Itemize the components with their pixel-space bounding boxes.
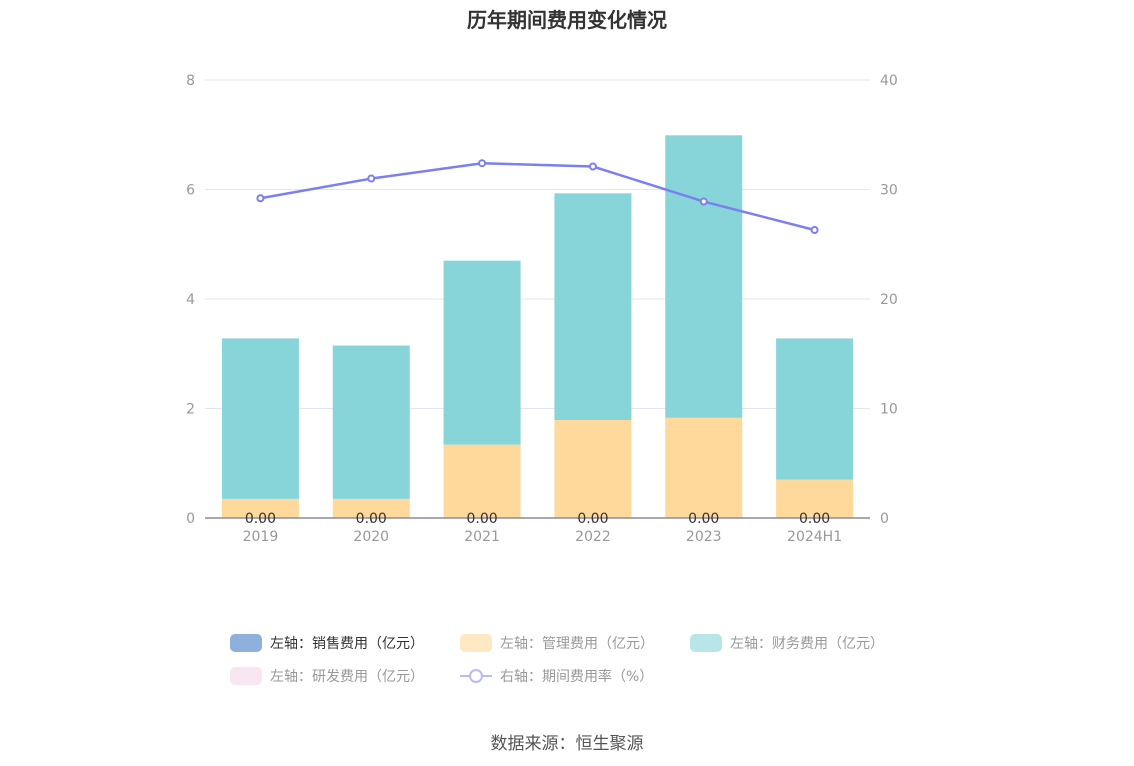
x-tick-label: 2021	[464, 529, 500, 545]
legend-swatch-icon	[230, 634, 262, 652]
bars	[221, 135, 854, 518]
legend-swatch-icon	[460, 634, 492, 652]
rate-point	[810, 226, 819, 235]
legend-label: 左轴：销售费用（亿元）	[270, 636, 424, 652]
data-label: 0.00	[245, 511, 276, 527]
legend-label: 右轴：期间费用率（%）	[500, 668, 653, 685]
rate-point	[699, 197, 708, 206]
x-tick-label: 2019	[243, 529, 279, 545]
legend-swatch-icon	[230, 667, 262, 685]
rate-line-path	[260, 161, 815, 232]
data-label: 0.00	[466, 511, 497, 527]
data-label: 0.00	[799, 511, 830, 527]
legend-label: 左轴：管理费用（亿元）	[500, 636, 654, 652]
bar-segment	[554, 193, 632, 420]
right-tick-label: 10	[880, 402, 898, 418]
bar-segment	[665, 417, 743, 518]
left-tick-label: 8	[186, 73, 195, 89]
x-tick-label: 2024H1	[787, 529, 842, 545]
right-tick-label: 0	[880, 511, 889, 527]
bar-segment	[776, 338, 854, 480]
data-label: 0.00	[688, 511, 719, 527]
rate-point	[478, 159, 487, 168]
left-tick-label: 0	[186, 511, 195, 527]
x-tick-label: 2023	[686, 529, 722, 545]
legend-marker-icon	[469, 669, 483, 683]
rate-point	[588, 162, 597, 171]
legend-label: 左轴：研发费用（亿元）	[270, 669, 424, 685]
bar-segment	[776, 479, 854, 518]
bar-segment	[554, 419, 632, 518]
bar-segment	[332, 498, 410, 518]
right-tick-label: 20	[880, 292, 898, 308]
bar-segment	[332, 345, 410, 499]
grid-lines	[205, 79, 870, 409]
x-tick-label: 2022	[575, 529, 611, 545]
bar-segment	[443, 260, 521, 445]
bar-segment	[443, 444, 521, 518]
rate-point	[367, 174, 376, 183]
legend: 左轴：销售费用（亿元） 左轴：管理费用（亿元） 左轴：财务费用（亿元） 左轴：研发费用…	[230, 634, 884, 685]
rate-point	[256, 194, 265, 203]
data-label: 0.00	[356, 511, 387, 527]
bar-segment	[221, 498, 299, 518]
legend-swatch-icon	[690, 634, 722, 652]
left-tick-label: 4	[186, 292, 195, 308]
chart-title: 历年期间费用变化情况	[467, 8, 667, 32]
data-labels: 0.00 0.00 0.00 0.00 0.00 0.00	[245, 511, 830, 527]
bar-segment	[665, 135, 743, 418]
right-tick-label: 30	[880, 183, 898, 199]
bar-segment	[221, 338, 299, 499]
left-tick-label: 6	[186, 183, 195, 199]
rate-line	[256, 159, 819, 235]
left-tick-label: 2	[186, 402, 195, 418]
axes: 0 2 4 6 8 0 10 20 30 40 2019 2020 2021 2022 2023 2024H1	[186, 73, 898, 545]
right-tick-label: 40	[880, 73, 898, 89]
source-note: 数据来源：恒生聚源	[490, 734, 644, 754]
data-label: 0.00	[577, 511, 608, 527]
legend-label: 左轴：财务费用（亿元）	[730, 636, 884, 652]
x-tick-label: 2020	[353, 529, 389, 545]
